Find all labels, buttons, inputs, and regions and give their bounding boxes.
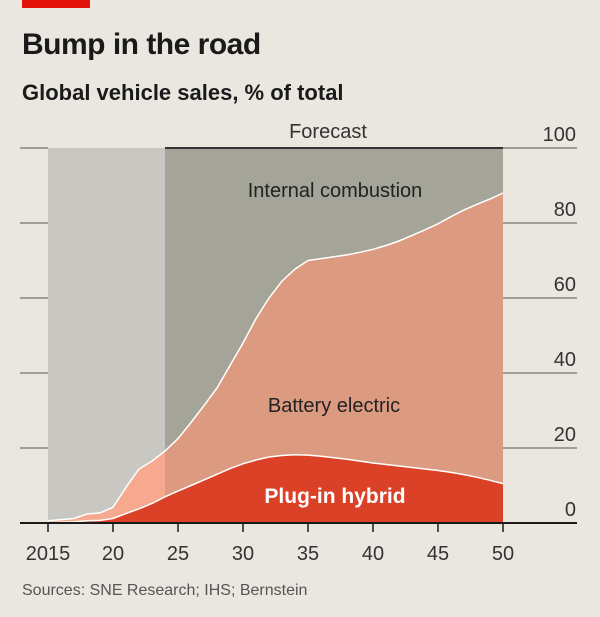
y-tick-label-80: 80 <box>554 199 576 221</box>
chart-subtitle: Global vehicle sales, % of total <box>22 80 344 105</box>
label-plug-in-hybrid: Plug-in hybrid <box>264 485 405 508</box>
x-tick-label-2035: 35 <box>297 543 319 565</box>
plug-in-hybrid-upper-line <box>47 454 504 524</box>
divider-lines <box>47 192 504 524</box>
x-tick-label-2045: 45 <box>427 543 449 565</box>
axes: 0 20 40 60 80 100 2015 20 25 30 35 40 45 50 <box>20 124 577 565</box>
battery-electric-upper-line <box>47 192 504 522</box>
x-tick-label-2050: 50 <box>492 543 514 565</box>
x-tick-label-2020: 20 <box>102 543 124 565</box>
y-tick-label-40: 40 <box>554 349 576 371</box>
brand-tag <box>22 0 90 8</box>
battery-electric-area-forecast <box>165 193 503 497</box>
plug-in-hybrid-area <box>48 454 503 523</box>
x-tick-label-2030: 30 <box>232 543 254 565</box>
label-battery-electric: Battery electric <box>268 395 400 417</box>
x-tick-label-2040: 40 <box>362 543 384 565</box>
y-tick-label-20: 20 <box>554 424 576 446</box>
x-tick-label-2025: 25 <box>167 543 189 565</box>
x-tick-label-2015: 2015 <box>26 543 71 565</box>
y-tick-label-60: 60 <box>554 274 576 296</box>
source-note: Sources: SNE Research; IHS; Bernstein <box>22 582 308 599</box>
battery-electric-layer <box>48 193 503 523</box>
y-tick-label-0: 0 <box>565 499 576 521</box>
gridlines: Forecast <box>20 121 577 449</box>
plug-in-hybrid-layer <box>48 454 503 523</box>
battery-electric-area-past <box>48 451 165 523</box>
internal-combustion-area-past <box>48 148 165 523</box>
area-labels: Internal combustion Battery electric Plug-… <box>248 180 423 508</box>
y-tick-label-100: 100 <box>543 124 576 146</box>
chart-title: Bump in the road <box>22 28 261 61</box>
label-internal-combustion: Internal combustion <box>248 180 423 202</box>
forecast-label: Forecast <box>289 121 367 143</box>
